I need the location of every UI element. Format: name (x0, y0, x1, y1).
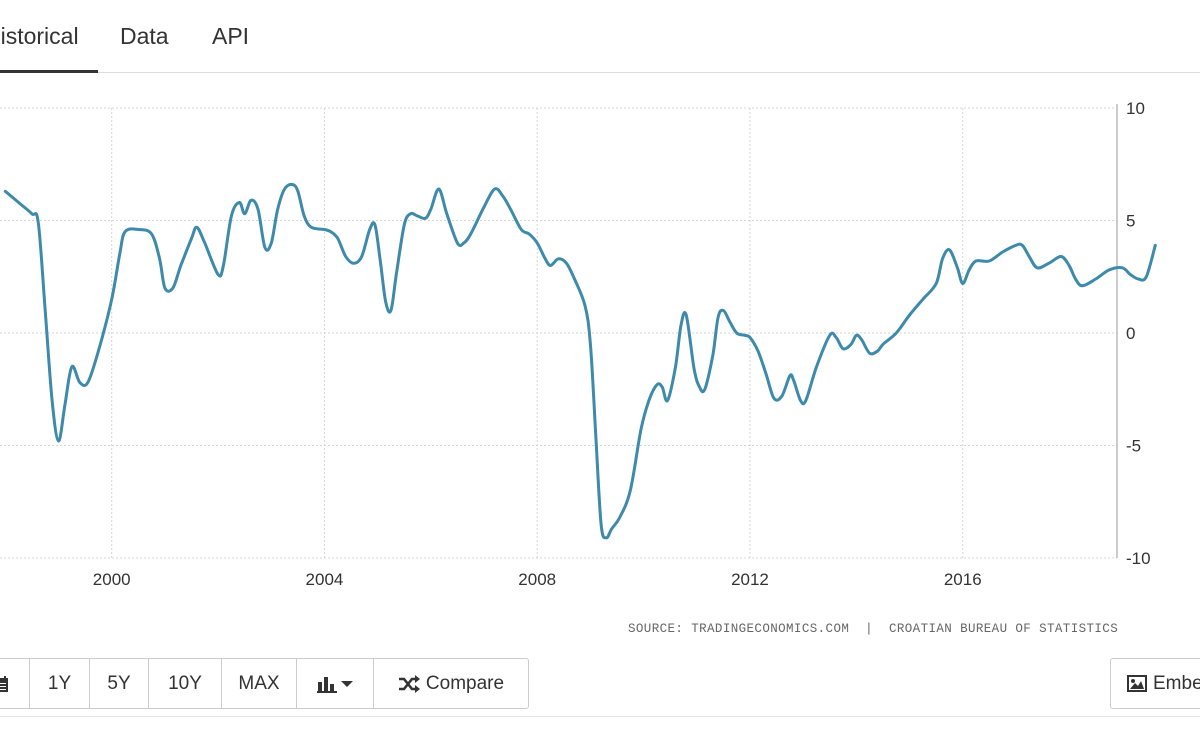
compare-label: Compare (425, 672, 505, 694)
source-prefix: SOURCE: (628, 622, 684, 636)
x-tick-label: 2004 (306, 570, 344, 589)
chart-grid (0, 104, 1118, 559)
source-provider: CROATIAN BUREAU OF STATISTICS (888, 622, 1119, 636)
source-attribution: SOURCE: TRADINGECONOMICS.COM | CROATIAN … (628, 622, 1118, 636)
shuffle-icon (398, 674, 420, 693)
line-chart: 10 5 0 -5 -10 2000 2004 2008 2012 2016 (0, 99, 1157, 589)
compare-button[interactable]: Compare (374, 659, 528, 708)
x-tick-label: 2008 (518, 570, 556, 589)
tab-historical[interactable]: Historical (0, 23, 79, 49)
embed-label: Embed (1153, 672, 1200, 694)
source-separator: | (865, 622, 874, 636)
tab-api[interactable]: API (212, 23, 250, 49)
x-axis: 2000 2004 2008 2012 2016 (93, 570, 982, 589)
source-site-link[interactable]: TRADINGECONOMICS.COM (691, 622, 850, 636)
bar-chart-icon (317, 676, 337, 693)
x-tick-label: 2012 (731, 570, 769, 589)
y-tick-label: 5 (1126, 212, 1135, 231)
range-1y-button[interactable]: 1Y (30, 659, 90, 708)
y-tick-label: 10 (1126, 99, 1145, 118)
range-max-button[interactable]: MAX (222, 659, 297, 708)
range-5y-button[interactable]: 5Y (90, 659, 149, 708)
calendar-icon (0, 675, 8, 692)
chart-type-dropdown[interactable] (297, 659, 374, 708)
y-tick-label: -5 (1126, 437, 1141, 456)
range-10y-button[interactable]: 10Y (149, 659, 222, 708)
y-tick-label: 0 (1126, 324, 1135, 343)
chart-toolbar: 1Y 5Y 10Y MAX Compare (0, 658, 529, 709)
embed-button[interactable]: Embed (1110, 658, 1200, 709)
x-tick-label: 2000 (93, 570, 131, 589)
y-axis: 10 5 0 -5 -10 (1126, 99, 1151, 568)
series-line (3, 182, 1157, 540)
calendar-button[interactable] (0, 659, 30, 708)
active-tab-indicator (0, 70, 98, 73)
x-tick-label: 2016 (944, 570, 982, 589)
tab-bar: Historical Data API (0, 0, 1200, 73)
y-tick-label: -10 (1126, 549, 1151, 568)
chart-series (3, 182, 1157, 540)
divider (0, 716, 1200, 717)
image-icon (1127, 675, 1147, 692)
caret-down-icon (341, 680, 353, 687)
tab-data[interactable]: Data (120, 23, 169, 49)
